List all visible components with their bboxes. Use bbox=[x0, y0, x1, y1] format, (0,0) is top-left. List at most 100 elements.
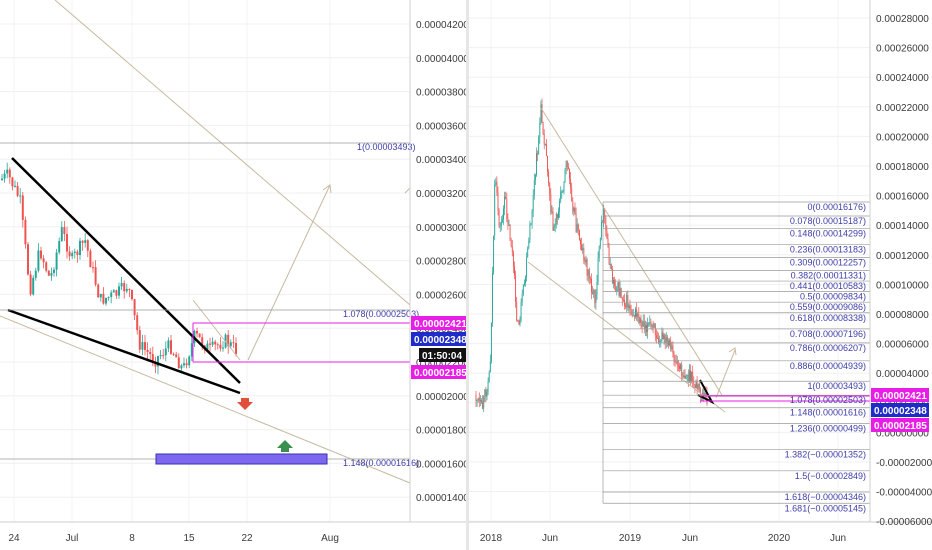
descending-trendline-lower[interactable] bbox=[0, 315, 411, 484]
right-candle-body bbox=[658, 337, 660, 342]
right-candle-body bbox=[627, 295, 629, 309]
left-x-axis[interactable]: 24 Jul 8 15 22 Aug bbox=[8, 533, 338, 544]
fib-level-label: 1(0.00003493) bbox=[807, 381, 866, 391]
left-candle-body bbox=[94, 267, 97, 285]
right-trendline-lower[interactable] bbox=[527, 261, 726, 413]
right-candle-body bbox=[636, 309, 638, 318]
left-candle-body bbox=[89, 250, 92, 268]
left-candle-body bbox=[21, 195, 24, 220]
right-candle-body bbox=[651, 325, 653, 327]
right-candle-body bbox=[569, 168, 570, 179]
projection-arrow-line[interactable] bbox=[247, 184, 331, 361]
right-candle-body bbox=[503, 208, 504, 220]
left-x-tick-label: 24 bbox=[8, 533, 20, 544]
right-candle-body bbox=[528, 240, 530, 249]
left-candle-body bbox=[144, 342, 146, 350]
fib-level-label: 0.309(0.00012257) bbox=[790, 257, 866, 267]
right-candle-body bbox=[526, 257, 528, 278]
price-tag-label: 0.00002421 bbox=[414, 319, 467, 330]
right-candle-body bbox=[641, 322, 643, 327]
wedge-lower-line[interactable] bbox=[7, 308, 241, 395]
right-x-tick-label: 2019 bbox=[619, 533, 642, 544]
left-y-tick-label: 0.00002800 bbox=[416, 257, 469, 268]
right-candle-body bbox=[550, 194, 552, 213]
right-candle-body bbox=[541, 104, 543, 123]
left-x-tick-label: 22 bbox=[241, 533, 253, 544]
right-drawings[interactable]: 0(0.00016176) 0.078(0.00015187) 0.148(0.00… bbox=[527, 107, 870, 513]
left-y-tick-label: 0.00002600 bbox=[416, 290, 469, 301]
right-x-axis[interactable]: 2018 Jun 2019 Jun 2020 Jun bbox=[480, 533, 846, 544]
right-y-tick-label: 0.00012000 bbox=[876, 251, 929, 262]
right-candle-body bbox=[653, 323, 655, 328]
right-candle-body bbox=[505, 196, 507, 200]
right-candle-body bbox=[681, 364, 683, 376]
right-y-axis[interactable]: 0.00028000 0.00026000 0.00024000 0.00022000… bbox=[876, 14, 932, 528]
right-chart-panel[interactable]: 0(0.00016176) 0.078(0.00015187) 0.148(0.00… bbox=[469, 0, 932, 544]
right-y-tick-label: 0.00016000 bbox=[876, 192, 929, 203]
right-candle-body bbox=[642, 321, 644, 327]
price-tag-label: 0.00002185 bbox=[414, 368, 467, 379]
left-y-axis[interactable]: 0.00004200 0.00004000 0.00003800 0.00003600… bbox=[416, 20, 469, 504]
price-tag-label: 01:50:04 bbox=[422, 351, 462, 362]
right-candle-body bbox=[487, 381, 489, 392]
right-candle-body bbox=[607, 238, 609, 248]
right-candle-body bbox=[618, 282, 620, 296]
right-candle-body bbox=[621, 298, 623, 300]
right-candle-body bbox=[486, 391, 488, 397]
right-candle-body bbox=[663, 334, 665, 340]
right-candle-body bbox=[695, 381, 697, 388]
right-candle-body bbox=[588, 269, 590, 279]
left-y-tick-label: 0.00003000 bbox=[416, 223, 469, 234]
right-candle-body bbox=[625, 305, 627, 308]
left-candle-body bbox=[136, 315, 139, 331]
left-candle-body bbox=[232, 342, 235, 344]
left-candle-body bbox=[162, 355, 165, 357]
left-candle-body bbox=[154, 361, 157, 367]
target-zone-box[interactable] bbox=[155, 453, 328, 465]
right-candle-body bbox=[592, 292, 594, 294]
right-y-tick-label: 0.00028000 bbox=[876, 14, 929, 25]
right-candle-body bbox=[697, 383, 699, 389]
right-candle-body bbox=[488, 372, 490, 382]
right-candle-body bbox=[523, 283, 525, 286]
right-candle-body bbox=[698, 383, 700, 390]
right-candle-body bbox=[572, 201, 574, 212]
fib-level-label: 0.5(0.00009834) bbox=[800, 292, 866, 302]
right-candle-body bbox=[650, 321, 652, 326]
panel-divider[interactable] bbox=[466, 0, 469, 550]
right-candle-body bbox=[682, 375, 684, 377]
descending-trendline-upper[interactable] bbox=[54, 0, 411, 306]
right-trendline-upper[interactable] bbox=[540, 107, 723, 396]
right-candle-body bbox=[584, 260, 586, 262]
left-candle-body bbox=[125, 288, 128, 292]
left-candle-body bbox=[3, 173, 6, 179]
left-chart-panel[interactable]: 1(0.00003493) 1.078(0.00002503) 1.148(0.… bbox=[0, 0, 469, 544]
right-candle-body bbox=[492, 273, 493, 323]
right-candle-body bbox=[664, 334, 666, 343]
right-candle-body bbox=[647, 323, 649, 332]
right-candle-body bbox=[674, 361, 676, 363]
right-candle-body bbox=[558, 211, 559, 218]
left-candle-body bbox=[14, 185, 16, 187]
right-candle-body bbox=[582, 247, 584, 251]
left-candle-body bbox=[180, 365, 183, 369]
right-candle-body bbox=[684, 375, 686, 379]
left-candle-body bbox=[16, 185, 19, 196]
right-wedge-lines[interactable] bbox=[697, 379, 715, 405]
left-drawings[interactable]: 1(0.00003493) 1.078(0.00002503) 1.148(0.… bbox=[0, 0, 419, 484]
right-candle-body bbox=[570, 178, 572, 188]
right-y-tick-label: 0.00004000 bbox=[876, 369, 929, 380]
wedge-upper-line[interactable] bbox=[11, 157, 241, 384]
right-candle-body bbox=[477, 397, 479, 401]
left-candle-body bbox=[120, 283, 123, 287]
left-candle-body bbox=[84, 240, 87, 243]
right-y-tick-label: -0.00002000 bbox=[876, 458, 932, 469]
right-candle-body bbox=[525, 277, 526, 284]
left-candle-body bbox=[149, 352, 152, 355]
right-candle-body bbox=[660, 340, 662, 342]
right-candle-body bbox=[475, 395, 477, 401]
fibonacci-retracement[interactable]: 0(0.00016176) 0.078(0.00015187) 0.148(0.00… bbox=[602, 201, 870, 513]
right-candle-body bbox=[573, 207, 575, 212]
right-candle-body bbox=[567, 166, 569, 169]
